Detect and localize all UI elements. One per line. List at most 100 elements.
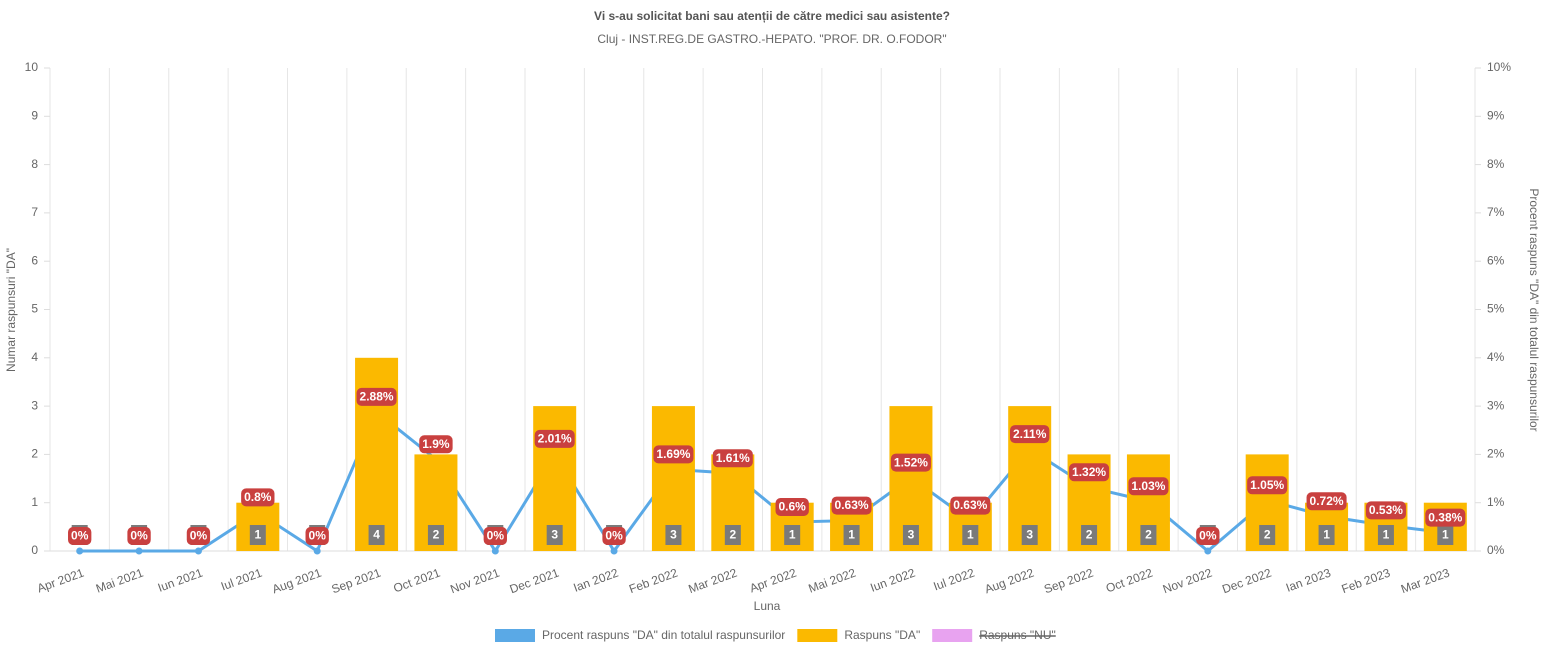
value-label-bg	[356, 387, 397, 406]
y2-tick-label: 1%	[1487, 495, 1505, 509]
y-tick-label: 9	[31, 108, 38, 122]
y-tick-label: 6	[31, 253, 38, 267]
bar-label-bg	[724, 525, 741, 545]
y2-tick-label: 10%	[1487, 60, 1511, 74]
value-label: 0.6%	[779, 500, 807, 514]
value-label: 1.61%	[716, 451, 750, 465]
value-label-bg	[419, 435, 453, 454]
bar-label-bg	[1437, 525, 1454, 545]
value-label-bg	[1128, 477, 1169, 496]
value-label-bg	[1010, 425, 1050, 444]
x-tick-label: Apr 2021	[35, 566, 86, 596]
value-label-bg	[68, 527, 92, 545]
value-label: 1.05%	[1250, 478, 1284, 492]
x-tick-label: Dec 2021	[508, 566, 561, 597]
value-label: 0%	[309, 529, 327, 543]
bar-label: 2	[433, 528, 440, 542]
value-label-bg	[1306, 492, 1347, 511]
value-label-bg	[602, 527, 626, 545]
x-tick-label: Nov 2021	[448, 566, 501, 597]
bar-label-bg	[843, 525, 860, 545]
bar-label: 3	[908, 528, 915, 542]
bar-label: 2	[1264, 528, 1271, 542]
y2-axis-label: Procent raspuns "DA" din totalul raspuns…	[1527, 188, 1541, 431]
legend-label: Procent raspuns "DA" din totalul raspuns…	[542, 628, 785, 642]
value-label: 0.63%	[953, 498, 987, 512]
value-label: 0.8%	[244, 490, 272, 504]
x-tick-label: Iul 2022	[932, 566, 977, 594]
point	[135, 547, 143, 555]
y2-tick-label: 7%	[1487, 205, 1505, 219]
value-label-bg	[1365, 501, 1406, 520]
bar-label: 1	[848, 528, 855, 542]
y-tick-label: 7	[31, 205, 38, 219]
bar-label-bg	[368, 525, 385, 545]
bar-label: 1	[254, 528, 261, 542]
value-label-bg	[831, 496, 872, 515]
y2-tick-label: 5%	[1487, 302, 1505, 316]
x-tick-label: Sep 2022	[1042, 566, 1095, 597]
legend-swatch	[495, 629, 535, 642]
bar-label-bg	[784, 525, 801, 545]
point	[76, 547, 84, 555]
value-label: 0%	[1199, 529, 1217, 543]
value-label: 2.11%	[1013, 427, 1047, 441]
x-tick-label: Feb 2022	[627, 566, 680, 597]
bar-label: 1	[1383, 528, 1390, 542]
x-tick-label: Feb 2023	[1340, 566, 1393, 597]
bar-label: 2	[1145, 528, 1152, 542]
chart-subtitle: Cluj - INST.REG.DE GASTRO.-HEPATO. "PROF…	[597, 32, 946, 46]
x-tick-label: Ian 2022	[571, 566, 620, 595]
bar-label: 1	[967, 528, 974, 542]
y-tick-label: 2	[31, 447, 38, 461]
x-tick-label: Iun 2022	[868, 566, 917, 595]
x-tick-label: Mar 2023	[1399, 566, 1452, 597]
x-tick-label: Nov 2022	[1161, 566, 1214, 597]
bar-label-bg	[1081, 525, 1098, 545]
legend-label: Raspuns "NU"	[979, 628, 1056, 642]
value-label-bg	[775, 498, 809, 517]
bar-label-bg	[902, 525, 919, 545]
bar-label-bg	[249, 525, 266, 545]
x-tick-label: Mai 2022	[806, 566, 857, 596]
point	[1204, 547, 1212, 555]
point	[194, 547, 202, 555]
y-axis-label: Numar raspunsuri "DA"	[4, 248, 18, 372]
bar	[355, 357, 399, 551]
x-tick-label: Iul 2021	[219, 566, 264, 594]
legend-swatch	[797, 629, 838, 642]
bar-label-bg	[1259, 525, 1276, 545]
bar-label-bg	[1318, 525, 1335, 545]
x-tick-label: Oct 2021	[391, 566, 442, 596]
value-label: 1.69%	[656, 447, 690, 461]
bar-label-bg	[665, 525, 682, 545]
y2-tick-label: 8%	[1487, 157, 1505, 171]
y-tick-label: 0	[31, 543, 38, 557]
y2-tick-label: 2%	[1487, 447, 1505, 461]
bar-label-bg	[546, 525, 563, 545]
x-tick-label: Mai 2021	[94, 566, 145, 596]
bar-label: 1	[789, 528, 796, 542]
value-label: 0%	[190, 529, 208, 543]
value-label-bg	[127, 527, 151, 545]
value-label: 0.72%	[1310, 494, 1344, 508]
value-label-bg	[483, 527, 507, 545]
y2-tick-label: 3%	[1487, 398, 1505, 412]
bar-label: 3	[551, 528, 558, 542]
value-label-bg	[1425, 508, 1466, 527]
y2-tick-label: 4%	[1487, 350, 1505, 364]
x-tick-label: Mar 2022	[686, 566, 739, 597]
bar-label: 4	[373, 528, 380, 542]
bar-label-bg	[427, 525, 444, 545]
y2-tick-label: 0%	[1487, 543, 1505, 557]
y-tick-label: 5	[31, 302, 38, 316]
point	[610, 547, 618, 555]
bar-label: 3	[1026, 528, 1033, 542]
x-tick-label: Ian 2023	[1284, 566, 1333, 595]
point	[313, 547, 321, 555]
value-label-bg	[305, 527, 329, 545]
y-tick-label: 3	[31, 398, 38, 412]
y2-tick-label: 6%	[1487, 253, 1505, 267]
x-tick-label: Dec 2022	[1220, 566, 1273, 597]
